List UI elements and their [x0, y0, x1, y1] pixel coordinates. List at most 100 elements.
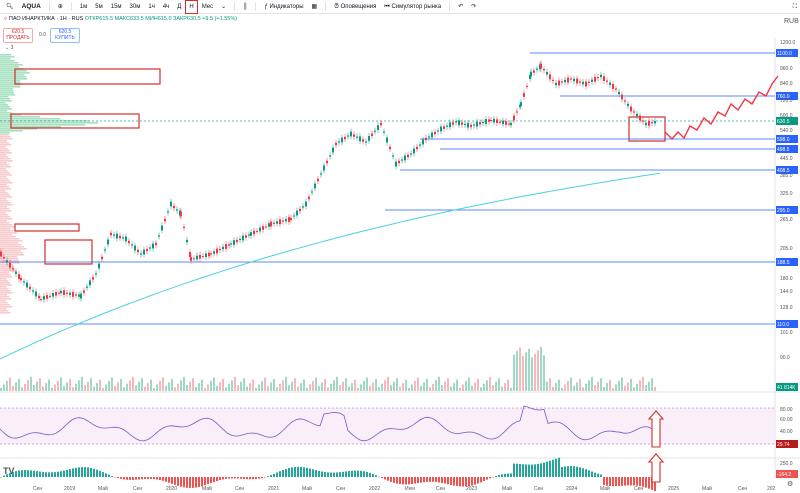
volume-bar — [135, 385, 137, 391]
alerts-button[interactable]: ⏰︎ Оповещения — [331, 1, 379, 13]
interval-1d[interactable]: Д — [177, 3, 182, 10]
candle-body — [270, 221, 272, 227]
volume-bar — [165, 385, 167, 391]
volume-bar — [627, 382, 629, 391]
macd-bar — [186, 477, 188, 488]
fullscreen-icon[interactable]: ⛶︎ — [792, 3, 797, 10]
macd-bar — [228, 477, 230, 479]
level-price-label: 408.5 — [777, 168, 790, 174]
macd-bar — [282, 470, 284, 477]
redo-icon[interactable]: ↷ — [471, 3, 477, 10]
candle-body — [513, 115, 515, 121]
replay-button[interactable]: ⏮︎ Симулятор рынка — [381, 1, 444, 13]
candle-body — [609, 82, 611, 85]
candle-body — [555, 82, 557, 86]
candle-body — [651, 122, 653, 124]
chart-canvas[interactable]: 1100.0 760.0 630.5 598.0 498.5 408.5 295.0 188.… — [0, 14, 800, 493]
interval-1m[interactable]: 1м — [79, 3, 88, 10]
macd-bar — [588, 470, 590, 477]
candle-body — [20, 277, 22, 281]
volume-bar — [96, 383, 98, 391]
macd-bar — [534, 464, 536, 477]
plus-circle-icon[interactable]: ⊕ — [57, 3, 63, 10]
annotation-rectangle — [14, 68, 161, 85]
level-price-tag — [776, 49, 798, 57]
volume-bar — [435, 380, 437, 391]
chart-area[interactable]: 1100.0 760.0 630.5 598.0 498.5 408.5 295.0 188.… — [0, 14, 800, 493]
time-tick-label: Сен — [634, 486, 643, 492]
sell-button[interactable]: 620.5 ПРОДАТЬ — [3, 28, 33, 43]
volume-bar — [366, 377, 368, 391]
candle-body — [437, 130, 439, 132]
macd-last-label: -164.2 — [777, 472, 791, 478]
interval-1h[interactable]: 1ч — [148, 3, 155, 10]
candle-body — [467, 122, 469, 128]
volume-profile-bar — [0, 210, 12, 212]
undo-icon[interactable]: ↶ — [458, 3, 464, 10]
volume-profile-bar — [0, 260, 20, 262]
volume-profile-bar — [0, 96, 9, 98]
interval-1w[interactable]: Н — [185, 0, 198, 14]
macd-bar — [267, 476, 269, 477]
macd-bar — [108, 474, 110, 477]
volume-bar — [174, 387, 176, 391]
volume-bar — [603, 386, 605, 391]
volume-bar — [345, 378, 347, 391]
candle-body — [245, 235, 247, 238]
volume-bar — [159, 381, 161, 391]
macd-bar — [309, 468, 311, 477]
volume-bar — [201, 379, 203, 391]
interval-5m[interactable]: 5м — [95, 3, 103, 10]
volume-bar — [60, 377, 62, 391]
candle-body — [549, 74, 551, 80]
volume-bar — [261, 381, 263, 391]
volume-bar — [390, 385, 392, 391]
candle-body — [476, 121, 478, 127]
interval-15m[interactable]: 15м — [110, 3, 122, 10]
candle-body — [490, 120, 492, 121]
time-tick-label: Сен — [738, 486, 747, 492]
volume-bar — [81, 376, 83, 391]
candles-icon[interactable]: ║ — [243, 3, 248, 10]
interval-4h[interactable]: 4ч — [162, 3, 170, 10]
currency-label[interactable]: RUB — [784, 18, 799, 25]
volume-profile-bar — [0, 218, 13, 220]
volume-bar — [324, 378, 326, 391]
symbol-search[interactable]: AQUA — [21, 2, 41, 10]
interval-1mo[interactable]: Мес — [201, 3, 214, 10]
volume-bar — [456, 379, 458, 391]
macd-bar — [312, 469, 314, 477]
layout-icon[interactable]: ▦ — [311, 3, 318, 10]
volume-bar — [588, 380, 590, 391]
price-tick-label: 1200.0 — [780, 40, 796, 46]
volume-profile-bar — [0, 258, 19, 260]
volume-bar — [450, 386, 452, 391]
macd-bar — [18, 470, 20, 477]
candle-body — [645, 122, 647, 126]
volume-bar — [402, 383, 404, 391]
interval-30m[interactable]: 30м — [129, 3, 141, 10]
replay-icon: ⏮︎ — [384, 3, 390, 10]
volume-profile-bar — [0, 184, 8, 186]
macd-bar — [420, 477, 422, 483]
candle-body — [386, 137, 388, 143]
candle-body — [482, 121, 484, 123]
volume-bar — [18, 378, 20, 391]
volume-profile-bar — [0, 64, 23, 66]
macd-bar — [69, 469, 71, 477]
macd-bar — [171, 477, 173, 484]
volume-profile-toggle[interactable]: ⌄ 3 — [5, 45, 13, 51]
indicators-button[interactable]: ƒ Индикаторы — [261, 1, 306, 13]
volume-bar — [330, 383, 332, 391]
candle-body — [225, 244, 227, 249]
volume-profile-bar — [0, 110, 8, 112]
candle-body — [473, 124, 475, 126]
search-icon[interactable]: 🔍︎ — [6, 3, 14, 10]
candle-body — [293, 215, 295, 217]
candle-body — [265, 226, 267, 228]
gear-icon[interactable]: ⚙︎ — [787, 481, 794, 488]
macd-bar — [543, 462, 545, 477]
buy-button[interactable]: 620.5 КУПИТЬ — [50, 28, 80, 43]
chevron-down-icon[interactable]: ⌄ — [221, 3, 227, 10]
macd-bar — [576, 466, 578, 477]
